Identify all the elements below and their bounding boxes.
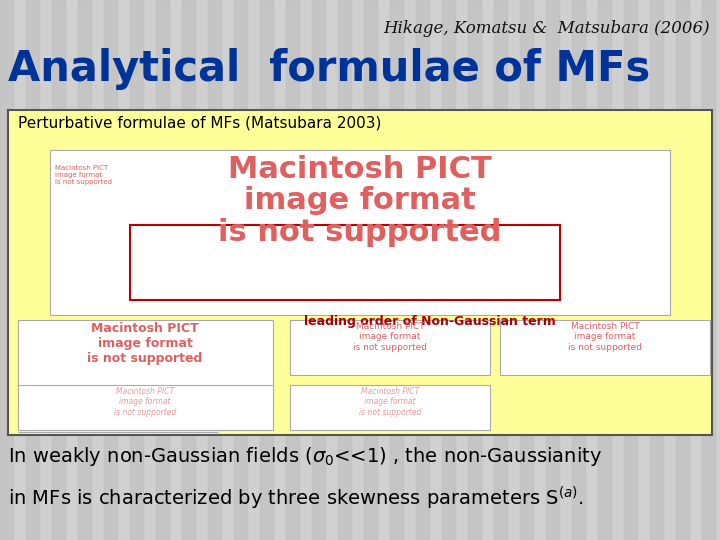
Bar xyxy=(390,0,403,540)
Bar xyxy=(468,0,481,540)
Bar xyxy=(416,0,429,540)
Bar xyxy=(130,0,143,540)
Bar xyxy=(8,110,712,435)
Text: Macintosh PICT
image format
is not supported: Macintosh PICT image format is not suppo… xyxy=(55,165,112,185)
Bar xyxy=(18,320,273,410)
Bar xyxy=(598,0,611,540)
Bar xyxy=(78,0,91,540)
Text: Perturbative formulae of MFs (Matsubara 2003): Perturbative formulae of MFs (Matsubara … xyxy=(18,115,382,130)
Text: Hikage, Komatsu &  Matsubara (2006): Hikage, Komatsu & Matsubara (2006) xyxy=(383,20,710,37)
Bar xyxy=(234,0,247,540)
Bar xyxy=(52,0,65,540)
Text: Macintosh PICT
image format
is not supported: Macintosh PICT image format is not suppo… xyxy=(359,387,421,417)
Text: Macintosh PICT
image format
is not supported: Macintosh PICT image format is not suppo… xyxy=(218,155,502,247)
Text: Macintosh PICT
image format
is not supported: Macintosh PICT image format is not suppo… xyxy=(87,322,203,365)
Bar xyxy=(260,0,273,540)
Text: Macintosh PICT
image format
is not supported: Macintosh PICT image format is not suppo… xyxy=(114,387,176,417)
Bar xyxy=(286,0,299,540)
Bar xyxy=(156,0,169,540)
Text: Macintosh PICT
image format
is not supported: Macintosh PICT image format is not suppo… xyxy=(568,322,642,352)
Text: In weakly non-Gaussian fields ($\sigma_{0}$<<1) , the non-Gaussianity: In weakly non-Gaussian fields ($\sigma_{… xyxy=(8,445,602,468)
Bar xyxy=(572,0,585,540)
Bar xyxy=(546,0,559,540)
Bar xyxy=(290,385,490,430)
Bar xyxy=(182,0,195,540)
Bar xyxy=(50,150,670,315)
Bar xyxy=(130,225,560,300)
Bar xyxy=(676,0,689,540)
Bar xyxy=(0,0,13,540)
Text: leading order of Non-Gaussian term: leading order of Non-Gaussian term xyxy=(304,315,556,328)
Bar xyxy=(104,0,117,540)
Bar xyxy=(494,0,507,540)
Bar xyxy=(702,0,715,540)
Bar xyxy=(290,320,490,375)
Bar xyxy=(312,0,325,540)
Bar xyxy=(624,0,637,540)
Bar xyxy=(338,0,351,540)
Text: in MFs is characterized by three skewness parameters S$^{(a)}$.: in MFs is characterized by three skewnes… xyxy=(8,485,584,512)
Text: Macintosh PICT
image format
is not supported: Macintosh PICT image format is not suppo… xyxy=(353,322,427,352)
Bar xyxy=(18,385,273,430)
Bar xyxy=(26,0,39,540)
Bar xyxy=(208,0,221,540)
Bar xyxy=(364,0,377,540)
Bar xyxy=(520,0,533,540)
Text: Analytical  formulae of MFs: Analytical formulae of MFs xyxy=(8,48,650,90)
Bar xyxy=(442,0,455,540)
Bar xyxy=(500,320,710,375)
Bar xyxy=(650,0,663,540)
